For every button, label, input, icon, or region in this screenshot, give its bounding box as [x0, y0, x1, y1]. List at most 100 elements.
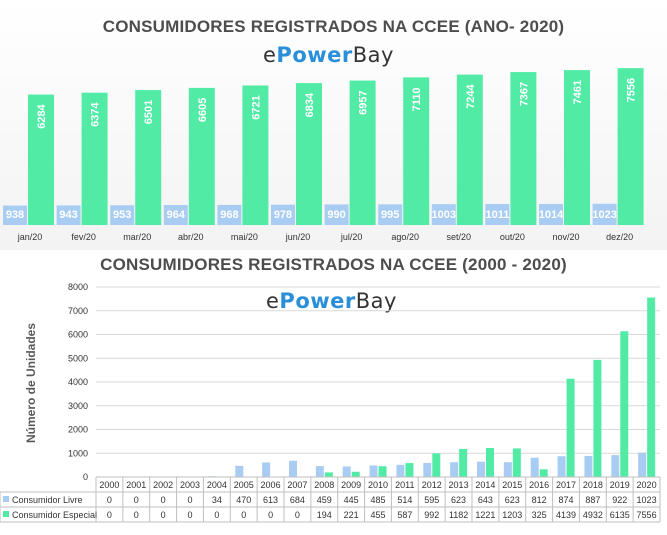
especial-value-label: 6721: [250, 95, 262, 119]
y-tick-label: 2000: [68, 425, 88, 435]
especial-bar-set/20: [456, 74, 483, 225]
year-tick-label: 2007: [287, 480, 307, 490]
livre-table-value: 623: [451, 495, 466, 505]
livre-table-value: 0: [107, 495, 112, 505]
especial-bar-dez/20: [617, 68, 644, 225]
year-tick-label: 2014: [475, 480, 495, 490]
month-tick-label: jul/20: [340, 232, 363, 242]
month-tick-label: jun/20: [285, 232, 311, 242]
livre-table-value: 613: [263, 495, 278, 505]
especial-bar-abr/20: [188, 87, 215, 225]
especial-table-value: 325: [532, 510, 547, 520]
year-tick-label: 2001: [126, 480, 146, 490]
month-tick-label: set/20: [447, 232, 472, 242]
especial-bar-2017: [566, 378, 575, 477]
year-tick-label: 2010: [368, 480, 388, 490]
especial-table-value: 1182: [449, 510, 468, 520]
especial-value-label: 6374: [90, 102, 102, 127]
especial-table-value: 0: [214, 510, 219, 520]
livre-bar-2020: [638, 452, 647, 477]
year-tick-label: 2002: [153, 480, 173, 490]
livre-value-label: 943: [59, 209, 77, 221]
livre-table-value: 470: [236, 495, 251, 505]
livre-bar-dez/20: [592, 203, 617, 225]
month-tick-label: jan/20: [17, 232, 43, 242]
livre-table-value: 643: [478, 495, 493, 505]
especial-bar-2010: [378, 466, 387, 477]
yearly-chart-title: CONSUMIDORES REGISTRADOS NA CCEE (2000 -…: [100, 255, 567, 274]
especial-bar-jan/20: [28, 94, 54, 226]
livre-bar-set/20: [431, 204, 456, 225]
month-tick-label: mai/20: [231, 232, 258, 242]
month-tick-label: dez/20: [606, 232, 633, 242]
especial-value-label: 7244: [465, 84, 477, 109]
y-tick-label: 3000: [68, 401, 88, 411]
especial-table-value: 221: [344, 510, 359, 520]
livre-bar-mai/20: [217, 204, 242, 225]
especial-bar-2014: [486, 448, 494, 477]
especial-bar-jun/20: [296, 83, 322, 225]
livre-value-label: 1023: [592, 209, 616, 221]
livre-table-value: 623: [505, 495, 520, 505]
year-tick-label: 2020: [637, 480, 657, 490]
especial-legend-key: [3, 511, 9, 517]
especial-table-value: 0: [295, 510, 300, 520]
monthly-chart-panel: CONSUMIDORES REGISTRADOS NA CCEE (ANO- 2…: [0, 0, 667, 250]
livre-bar-2019: [611, 455, 620, 477]
especial-bar-mai/20: [242, 85, 269, 226]
livre-table-value: 485: [370, 495, 385, 505]
especial-table-value: 194: [317, 510, 332, 520]
especial-table-value: 0: [107, 510, 112, 520]
livre-bar-mar/20: [110, 205, 135, 225]
especial-table-value: 0: [187, 510, 192, 520]
livre-bar-2014: [477, 461, 485, 477]
especial-bar-2013: [459, 448, 468, 477]
year-tick-label: 2019: [610, 480, 630, 490]
livre-bar-2008: [315, 466, 324, 477]
livre-bar-2016: [530, 457, 539, 477]
logo-brand: Power: [279, 289, 356, 313]
month-tick-label: mar/20: [123, 232, 151, 242]
month-tick-label: abr/20: [178, 232, 204, 242]
especial-value-label: 7110: [411, 87, 423, 111]
year-tick-label: 2011: [395, 480, 414, 490]
especial-table-value: 6135: [610, 510, 630, 520]
year-tick-label: 2000: [99, 480, 119, 490]
especial-bar-2019: [620, 331, 629, 477]
especial-bar-2009: [351, 471, 360, 477]
livre-bar-nov/20: [539, 203, 563, 225]
especial-value-label: 7461: [572, 80, 584, 104]
year-tick-label: 2005: [234, 480, 254, 490]
livre-bar-jun/20: [271, 204, 295, 225]
livre-bar-2005: [235, 465, 244, 477]
livre-legend-label: Consumidor Livre: [12, 495, 83, 505]
logo-prefix: e: [266, 289, 280, 313]
livre-table-value: 514: [397, 495, 412, 505]
livre-bar-2010: [369, 465, 378, 477]
especial-value-label: 6957: [358, 90, 370, 114]
year-tick-label: 2013: [449, 480, 469, 490]
livre-value-label: 990: [327, 209, 345, 221]
year-tick-label: 2003: [180, 480, 200, 490]
especial-table-value: 4932: [583, 510, 603, 520]
month-tick-label: fev/20: [71, 232, 96, 242]
especial-value-label: 7367: [518, 82, 530, 106]
especial-table-value: 0: [268, 510, 273, 520]
livre-value-label: 995: [381, 209, 399, 221]
yearly-bar-chart: 0 1000 2000 3000 4000 5000 6000 7000 8000 Número …: [0, 282, 661, 523]
especial-bar-2012: [432, 453, 441, 477]
monthly-bar-chart: 938 6284 jan/20 943 6374 fev/20 953 6501 mar/20 9…: [3, 68, 644, 242]
especial-value-label: 7556: [626, 78, 638, 102]
livre-bar-2013: [450, 462, 459, 477]
especial-bar-2008: [324, 472, 333, 477]
especial-bar-out/20: [510, 72, 537, 225]
livre-bar-2018: [584, 455, 593, 477]
y-tick-label: 7000: [68, 306, 88, 316]
especial-table-value: 587: [397, 510, 412, 520]
livre-legend-key: [3, 496, 9, 502]
especial-bar-fev/20: [81, 92, 108, 225]
especial-value-label: 6284: [36, 103, 48, 128]
year-tick-label: 2016: [529, 480, 549, 490]
especial-bar-2015: [512, 448, 521, 477]
yearly-chart-panel: CONSUMIDORES REGISTRADOS NA CCEE (2000 -…: [0, 250, 667, 535]
